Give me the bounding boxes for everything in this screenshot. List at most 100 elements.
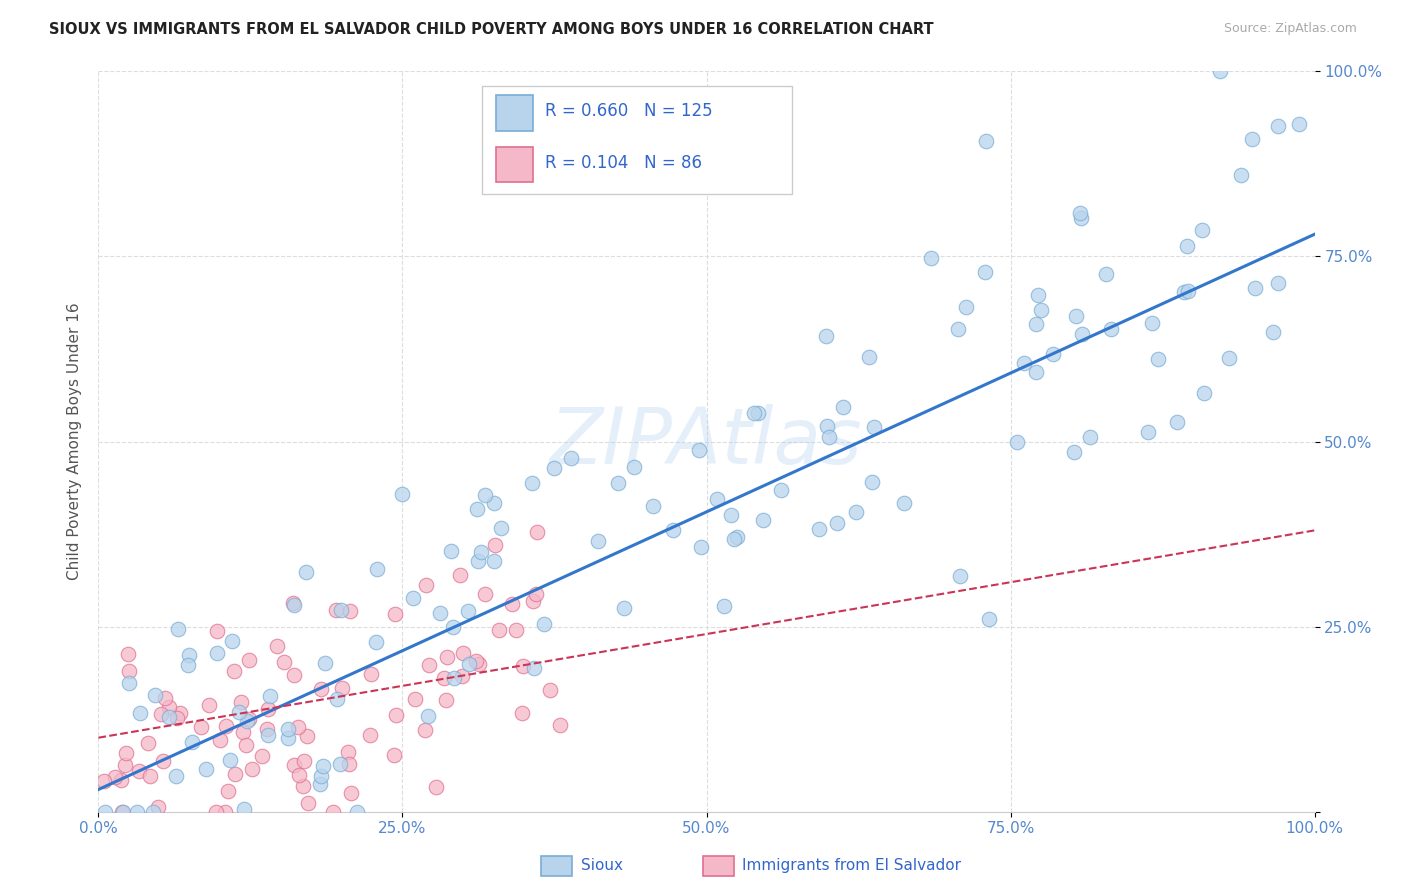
Point xyxy=(440,544,463,558)
Point xyxy=(155,690,177,705)
Point xyxy=(257,728,280,742)
Point xyxy=(860,475,883,489)
Point xyxy=(308,777,330,791)
Point xyxy=(236,714,259,728)
Point xyxy=(117,647,139,661)
Point xyxy=(359,728,381,742)
Point xyxy=(501,597,523,611)
Point xyxy=(457,657,479,672)
Point xyxy=(346,805,368,819)
Point xyxy=(449,568,471,582)
Point xyxy=(208,732,231,747)
Point xyxy=(309,681,332,696)
Point xyxy=(337,756,360,771)
Point xyxy=(94,805,117,819)
Point xyxy=(1243,280,1265,294)
Point xyxy=(312,758,335,772)
Point xyxy=(1070,326,1092,341)
Text: Immigrants from El Salvador: Immigrants from El Salvador xyxy=(742,858,962,872)
Point xyxy=(482,554,505,568)
Point xyxy=(337,745,360,759)
Point xyxy=(330,603,353,617)
Point xyxy=(165,768,187,782)
Point xyxy=(214,805,236,819)
Point xyxy=(228,705,250,719)
Point xyxy=(451,669,474,683)
Point xyxy=(607,476,630,491)
Point xyxy=(418,658,440,673)
Point xyxy=(1261,325,1284,339)
FancyBboxPatch shape xyxy=(481,87,792,194)
Point xyxy=(181,735,204,749)
Point xyxy=(433,671,456,685)
Point xyxy=(1194,386,1216,401)
Point xyxy=(1191,222,1213,236)
Point xyxy=(190,720,212,734)
Point xyxy=(340,786,363,800)
Point xyxy=(1208,64,1230,78)
Point xyxy=(1137,425,1160,439)
Point xyxy=(115,746,138,760)
Point xyxy=(434,693,457,707)
Point xyxy=(533,616,555,631)
Point xyxy=(467,657,489,671)
Point xyxy=(385,708,408,723)
Point xyxy=(366,561,388,575)
Point xyxy=(752,513,775,527)
Point xyxy=(283,668,305,682)
Point xyxy=(139,769,162,783)
Point xyxy=(948,569,970,583)
Point xyxy=(443,671,465,685)
Point xyxy=(831,401,853,415)
Point xyxy=(1078,430,1101,444)
Point xyxy=(292,754,315,768)
Point xyxy=(523,660,546,674)
Point xyxy=(723,533,745,547)
Point xyxy=(273,655,295,669)
Point xyxy=(720,508,742,522)
Point xyxy=(974,265,997,279)
Point xyxy=(586,534,609,549)
Point xyxy=(382,747,405,762)
Point xyxy=(1173,285,1195,299)
Point xyxy=(862,420,884,434)
Point xyxy=(329,756,352,771)
Point xyxy=(413,723,436,738)
Point xyxy=(418,709,440,723)
Point xyxy=(283,757,305,772)
Point xyxy=(391,487,413,501)
Point xyxy=(1166,415,1188,429)
Point xyxy=(1025,366,1047,380)
Bar xyxy=(496,95,533,130)
Point xyxy=(112,805,135,819)
Point xyxy=(1140,316,1163,330)
Point xyxy=(845,505,868,519)
Point xyxy=(744,406,766,420)
Point xyxy=(93,774,115,789)
Point xyxy=(238,712,260,726)
Point xyxy=(1218,351,1240,366)
Point xyxy=(512,659,534,673)
Point xyxy=(402,591,425,606)
Point xyxy=(281,596,304,610)
Point xyxy=(177,657,200,672)
Point xyxy=(1147,352,1170,367)
Point xyxy=(1095,268,1118,282)
Point xyxy=(1177,285,1199,299)
Point xyxy=(770,483,793,497)
Point xyxy=(198,698,221,712)
Point xyxy=(1267,119,1289,133)
Point xyxy=(814,329,837,343)
Point xyxy=(661,524,683,538)
Point xyxy=(166,622,188,636)
Text: R = 0.104   N = 86: R = 0.104 N = 86 xyxy=(544,154,702,172)
Point xyxy=(157,700,180,714)
Point xyxy=(1069,206,1091,220)
Point xyxy=(110,773,132,788)
Point xyxy=(364,635,387,649)
Text: Sioux: Sioux xyxy=(581,858,623,872)
Point xyxy=(217,783,239,797)
Point xyxy=(510,706,533,720)
Point xyxy=(297,729,319,743)
Point xyxy=(464,654,486,668)
